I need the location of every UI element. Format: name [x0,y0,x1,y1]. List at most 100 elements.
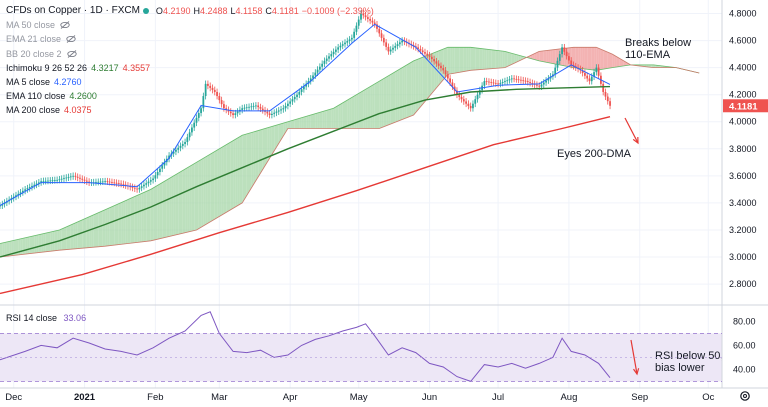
arrow-price-down [624,117,639,144]
candle-body [44,180,47,182]
candle-body [21,190,24,193]
cloud-segment [548,50,551,64]
cloud-segment [217,148,220,218]
candle-body [430,56,433,60]
legend-ema110[interactable]: EMA 110 close 4.2600 [6,89,374,103]
cloud-segment [504,51,508,68]
candle-body [159,168,161,172]
rsi-legend-value: 33.06 [63,313,87,323]
cloud-segment [377,81,380,129]
cloud-segment [390,73,393,124]
candle-body [209,85,212,88]
candle-body [499,82,502,84]
candle-body [554,67,557,75]
candle-body [325,58,328,61]
cloud-segment [600,49,604,70]
legend-ma50-label: MA 50 close [6,20,56,31]
cloud-segment [25,237,28,255]
legend-bb20[interactable]: BB 20 close 2 [6,47,374,61]
candle-body [444,70,447,75]
cloud-segment [242,134,245,203]
cloud-segment [223,144,227,214]
eye-off-icon[interactable] [60,21,70,30]
candle-body [485,81,488,82]
candle-body [508,79,511,81]
rsi-line [0,311,611,382]
arrow-rsi-down-head [633,368,640,376]
candle-body [229,111,232,114]
gear-icon[interactable] [740,391,750,401]
cloud-segment [584,47,588,70]
cloud-segment [594,47,597,71]
candle-body [149,180,152,182]
candle-body [440,65,442,69]
candle-body [252,105,255,107]
cloud-segment [447,47,451,75]
candle-body [248,106,250,108]
candle-body [556,60,559,68]
cloud-segment [11,240,14,256]
legend-ma50[interactable]: MA 50 close [6,18,374,32]
market-status-icon [142,8,149,15]
cloud-segment [498,50,501,69]
eye-off-icon[interactable] [66,35,76,44]
time-tick-label: Mar [211,392,227,403]
cloud-segment [50,231,53,252]
candle-body [604,91,607,97]
cloud-segment [260,129,263,174]
cloud-segment [431,52,435,94]
legend-ma5[interactable]: MA 5 close 4.2760 [6,75,374,89]
cloud-segment [319,111,323,129]
cloud-segment [342,101,345,129]
cloud-segment [121,201,124,245]
cloud-segment [422,56,425,105]
cloud-segment [132,196,135,243]
cloud-segment [20,238,23,255]
candle-body [472,103,474,109]
cloud-segment [626,62,629,66]
last-price-label: 4.1181 [729,101,758,112]
last-price-tag [723,99,768,113]
cloud-segment [495,50,499,69]
cloud-segment [137,194,140,243]
cloud-segment [201,158,204,228]
legend-ema21[interactable]: EMA 21 close [6,32,374,46]
candle-body [494,82,497,84]
annotation-rsi-line1: RSI below 50, [655,350,723,362]
cloud-segment [189,165,192,232]
cloud-segment [415,59,419,113]
legend-ichimoku[interactable]: Ichimoku 9 26 52 26 4.3217 4.3557 [6,61,374,75]
candle-body [227,109,230,112]
candle-body [451,82,454,87]
cloud-segment [205,155,208,225]
cloud-segment [251,131,254,188]
ohlc-low-label: L [230,6,236,16]
candle-body [478,90,481,95]
cloud-segment [331,108,334,129]
cloud-segment [166,178,170,237]
cloud-segment [589,47,592,70]
candle-body [504,81,506,83]
rsi-legend[interactable]: RSI 14 close 33.06 [6,313,86,323]
candle-body [442,68,445,71]
cloud-segment [596,47,599,71]
cloud-segment [372,83,375,129]
legend-bb20-label: BB 20 close 2 [6,48,62,59]
cloud-segment [102,209,106,247]
candle-body [168,155,170,159]
rsi-tick-label: 40.00 [733,364,756,374]
cloud-segment [187,166,190,233]
legend-ma200[interactable]: MA 200 close 4.0375 [6,103,374,117]
eye-off-icon[interactable] [66,49,77,58]
candle-body [419,48,422,51]
cloud-segment [500,50,503,68]
cloud-segment [114,204,117,246]
cloud-segment [575,47,579,69]
cloud-segment [180,170,183,234]
candle-body [584,73,586,76]
cloud-segment [482,48,485,70]
cloud-segment [438,50,441,86]
candle-body [79,177,81,179]
